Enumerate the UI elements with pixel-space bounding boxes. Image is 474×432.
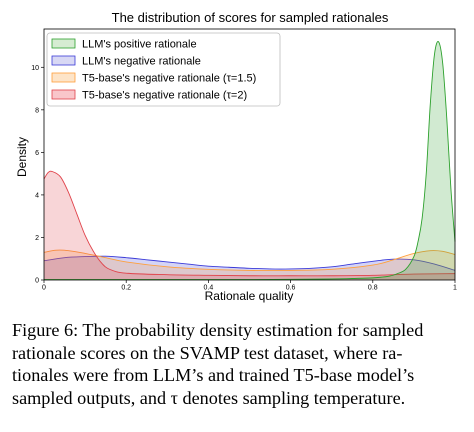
- plot-frame: [43, 28, 456, 281]
- x-tick-label: 0.2: [121, 285, 131, 292]
- y-tick-label: 2: [35, 235, 39, 242]
- y-tick-label: 4: [35, 192, 39, 199]
- figure-caption: Figure 6: The probability density estima…: [12, 319, 464, 409]
- series-line-3: [43, 170, 456, 277]
- chart-title: The distribution of scores for sampled r…: [112, 10, 389, 25]
- series-area-3: [44, 171, 455, 280]
- density-chart: The distribution of scores for sampled r…: [15, 10, 457, 303]
- legend-label: T5-base's negative rationale (τ=1.5): [82, 73, 256, 85]
- y-axis-title: Density: [15, 137, 29, 177]
- plot-area: [43, 28, 456, 281]
- legend-swatch: [51, 72, 76, 83]
- x-axis-title: Rationale quality: [205, 289, 294, 303]
- caption-line: tionales were from LLM’s and trained T5-…: [12, 365, 415, 386]
- legend-box: [46, 32, 281, 107]
- legend-label: LLM's negative rationale: [82, 56, 201, 68]
- y-tick-label: 10: [31, 65, 39, 72]
- series-area-2: [44, 250, 455, 280]
- x-tick-label: 0: [42, 285, 46, 292]
- legend-swatch: [51, 89, 76, 100]
- x-axis: 0 0.2 0.4 0.6 0.8 1: [42, 280, 457, 292]
- y-tick-label: 8: [35, 107, 39, 114]
- x-tick-label: 0.6: [286, 285, 296, 292]
- legend-swatch: [51, 38, 76, 49]
- y-tick-label: 0: [35, 278, 39, 285]
- x-tick-label: 1: [453, 285, 457, 292]
- legend: LLM's positive rationale LLM's negative r…: [46, 32, 281, 107]
- y-tick-label: 6: [35, 150, 39, 157]
- legend-label: LLM's positive rationale: [82, 39, 197, 51]
- caption-line: rationale scores on the SVAMP test datas…: [12, 342, 403, 363]
- series-line-1: [43, 255, 456, 271]
- series-line-2: [43, 249, 456, 272]
- y-axis: 0 2 4 6 8 10: [31, 65, 44, 285]
- legend-label: T5-base's negative rationale (τ=2): [82, 90, 247, 102]
- x-tick-label: 0.8: [368, 285, 378, 292]
- legend-swatch: [51, 55, 76, 66]
- series-line-0: [44, 41, 456, 281]
- caption-line: Figure 6: The probability density estima…: [12, 320, 424, 340]
- x-tick-label: 0.4: [204, 285, 214, 292]
- caption-line: sampled outputs, and τ denotes sampling …: [12, 387, 406, 408]
